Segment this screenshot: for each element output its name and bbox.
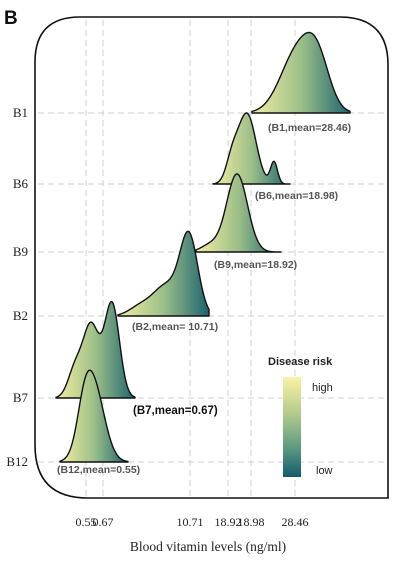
x-tick-3: 10.71 (177, 515, 204, 529)
ridge-b1 (251, 31, 351, 114)
legend: Disease risk high low (268, 356, 333, 477)
ridge-b6 (212, 112, 291, 185)
x-tick-4: 18.92 (215, 515, 242, 529)
mean-label-b1: (B1,mean=28.46) (268, 122, 351, 134)
mean-label-b9: (B9,mean=18.92) (214, 259, 297, 271)
ridge-b9 (195, 173, 282, 253)
legend-title: Disease risk (268, 356, 333, 368)
mean-label-b7: (B7,mean=0.67) (133, 405, 218, 417)
x-tick-1: 0.55 (76, 515, 97, 529)
panel-label: B (4, 8, 18, 29)
x-tick-2: 0.67 (93, 515, 114, 529)
y-tick-b2: B2 (13, 308, 28, 323)
legend-high-label: high (312, 382, 333, 394)
y-tick-b7: B7 (13, 390, 29, 405)
y-tick-b9: B9 (13, 244, 28, 259)
x-tick-5: 18.98 (238, 515, 265, 529)
ridge-b7 (55, 301, 136, 399)
mean-label-b6: (B6,mean=18.98) (255, 190, 338, 202)
density-ridges: (B1,mean=28.46) (B6,mean=18.98) (B9,mean=1… (55, 31, 351, 476)
y-tick-b12: B12 (6, 454, 28, 469)
x-axis-label: Blood vitamin levels (ng/ml) (130, 539, 286, 554)
y-tick-b6: B6 (13, 176, 29, 191)
ridge-b12 (59, 369, 129, 463)
legend-low-label: low (316, 465, 333, 477)
y-tick-b1: B1 (13, 105, 28, 120)
ridge-b2 (117, 230, 210, 317)
x-tick-6: 28.46 (282, 515, 309, 529)
y-axis-tick-labels: B1 B6 B9 B2 B7 B12 (6, 105, 28, 469)
legend-colorbar (283, 377, 301, 477)
rounded-frame (34, 16, 389, 499)
mean-label-b2: (B2,mean= 10.71) (132, 321, 218, 333)
mean-label-b12: (B12,mean=0.55) (57, 464, 140, 476)
